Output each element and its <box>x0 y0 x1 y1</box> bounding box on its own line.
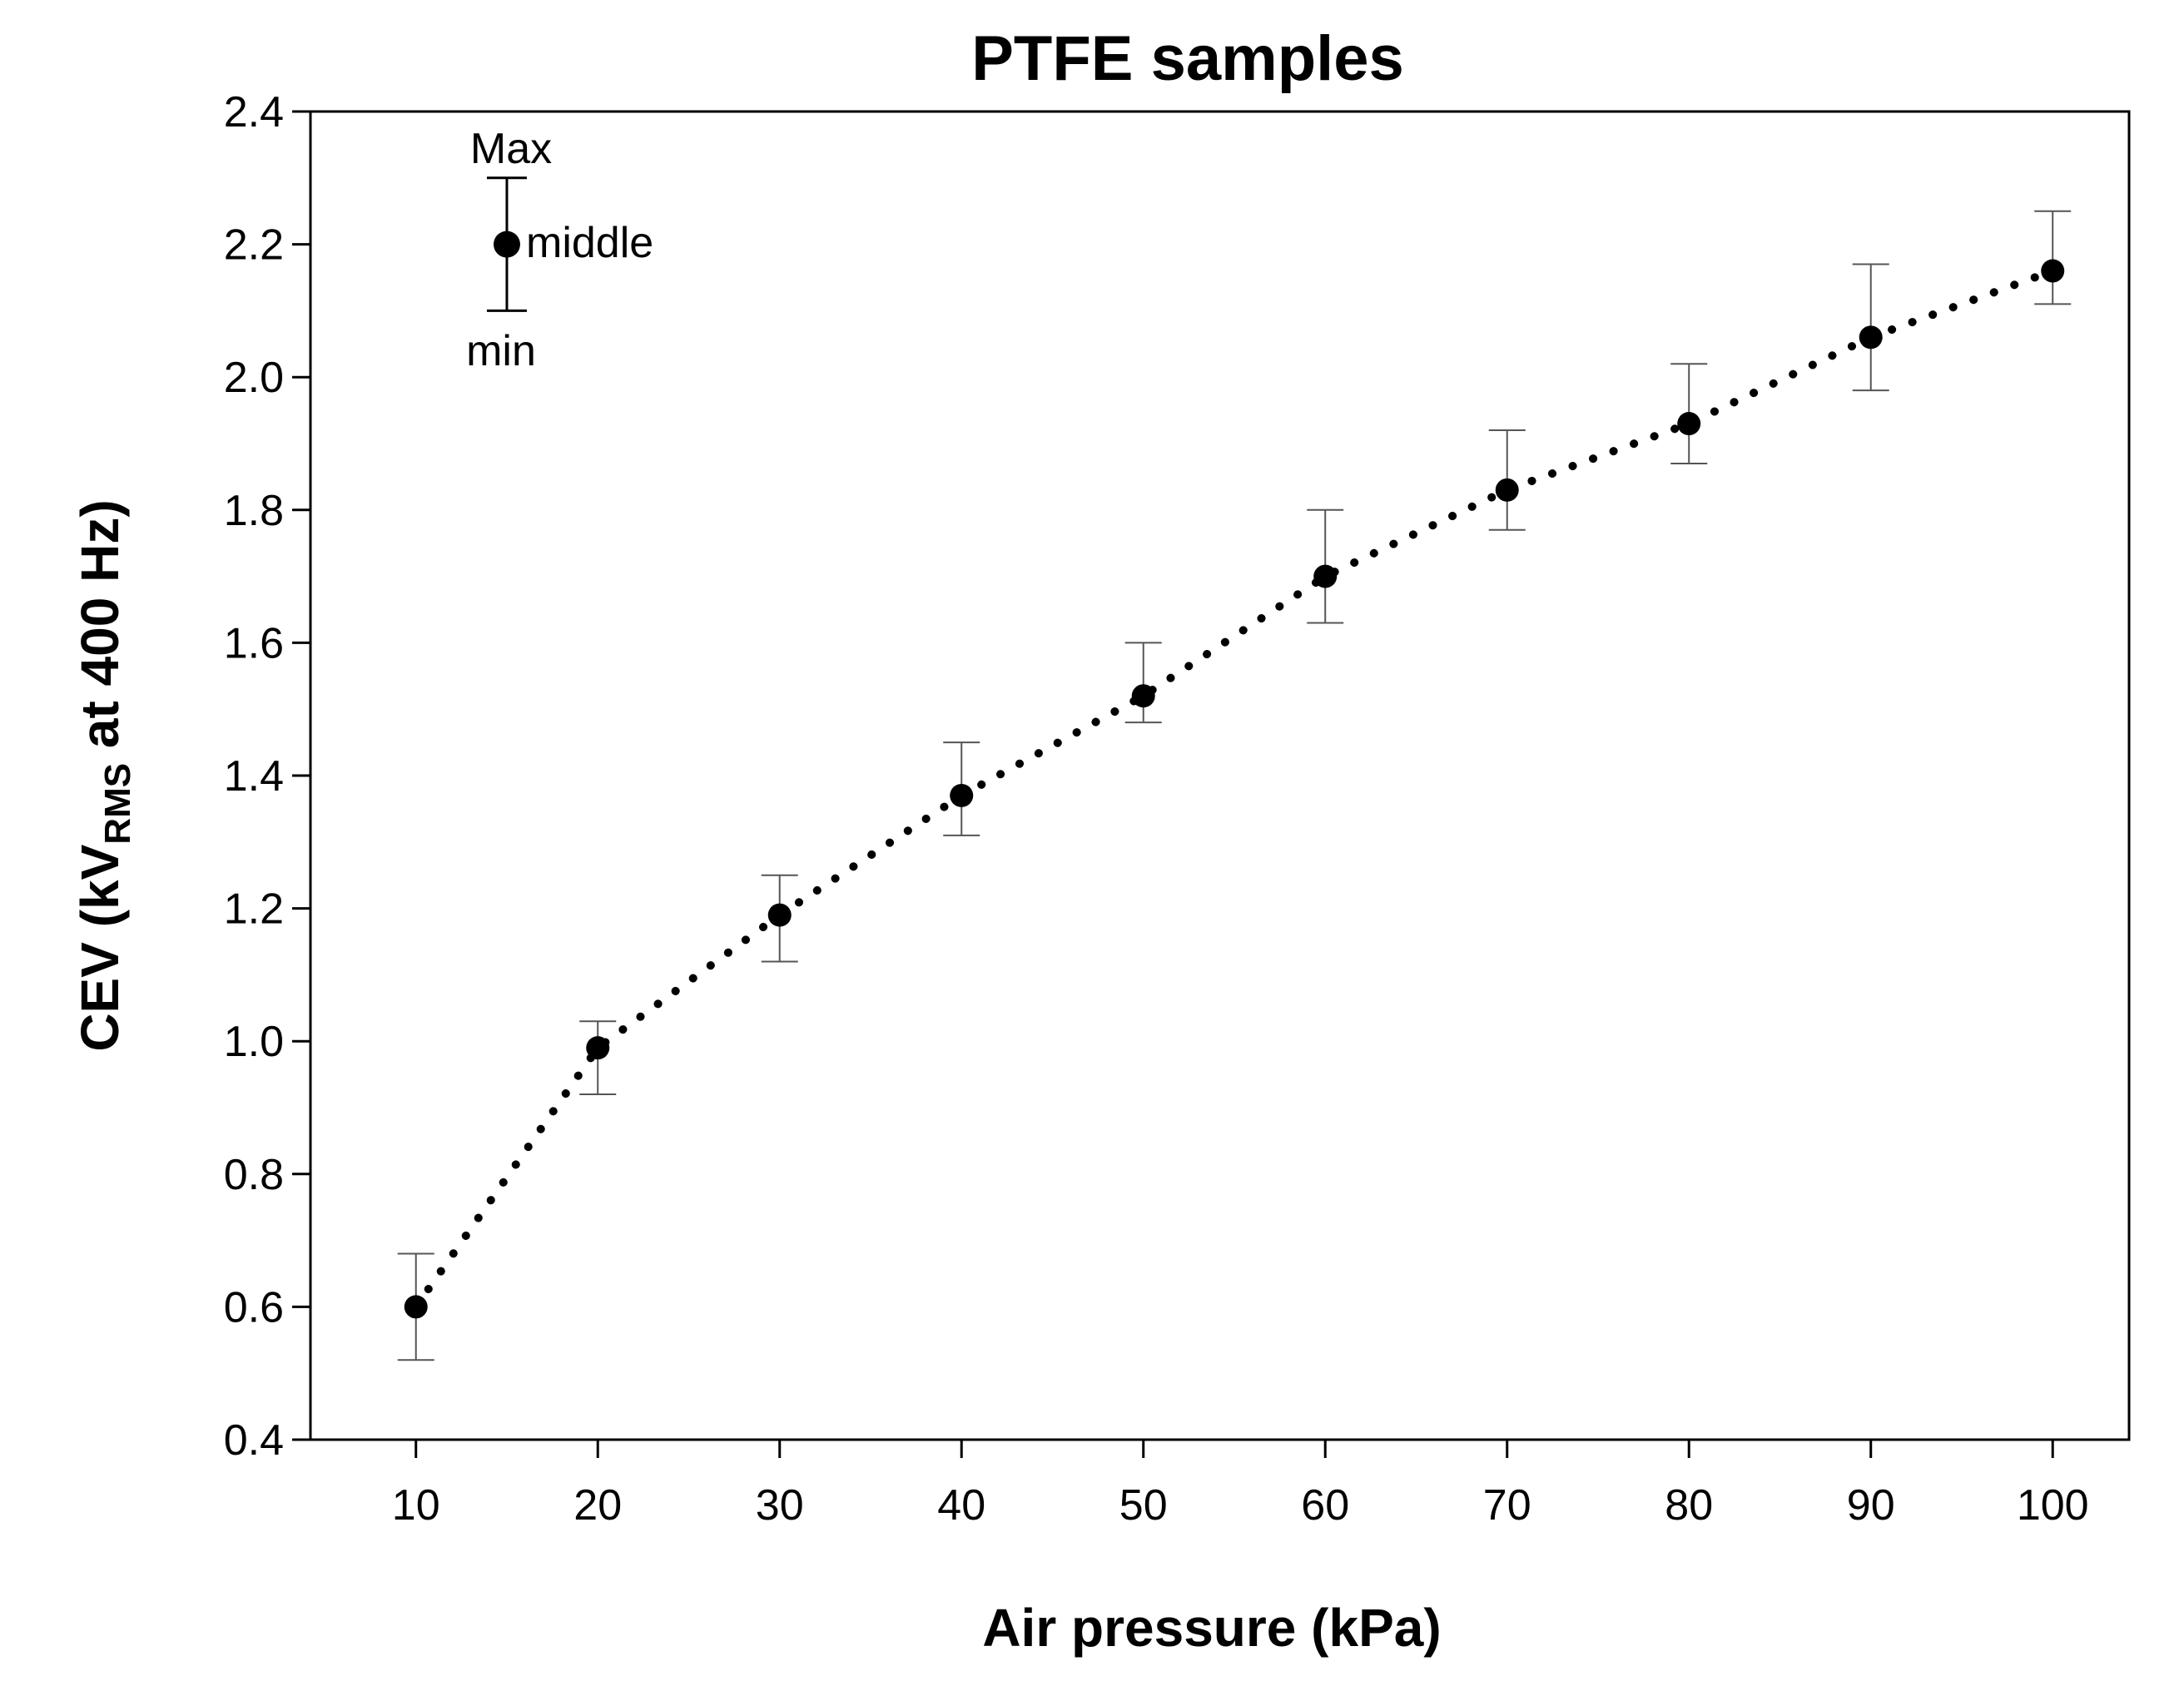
y-tick-label: 1.6 <box>224 619 284 667</box>
y-tick-label: 1.4 <box>224 752 284 801</box>
legend-marker <box>493 231 520 258</box>
plot-frame <box>309 110 2131 1441</box>
x-axis-ticks: 10 20 30 40 50 60 70 80 90 100 <box>392 1440 2089 1530</box>
y-axis-ticks: 0.4 0.6 0.8 1.0 1.2 1.4 1.6 1.8 2.0 2.2 2.4 <box>224 88 310 1465</box>
data-point <box>404 1295 428 1319</box>
x-tick-label: 50 <box>1119 1481 1168 1530</box>
y-tick-label: 0.4 <box>224 1416 284 1465</box>
x-tick-label: 90 <box>1847 1481 1895 1530</box>
y-tick-label: 2.2 <box>224 221 284 270</box>
data-point <box>1131 684 1155 708</box>
data-points <box>404 259 2065 1319</box>
legend-middle-label: middle <box>526 219 653 267</box>
y-axis-label-subscript: RMS <box>97 763 138 845</box>
y-axis-label-suffix: at 400 Hz) <box>70 499 130 763</box>
y-tick-label: 0.8 <box>224 1151 284 1199</box>
data-point <box>1313 564 1338 588</box>
chart-title: PTFE samples <box>971 23 1404 94</box>
data-point <box>1495 478 1519 502</box>
x-tick-label: 30 <box>756 1481 804 1530</box>
data-point <box>1859 325 1883 350</box>
x-tick-label: 10 <box>392 1481 440 1530</box>
trend-dotted-line <box>411 266 2057 1312</box>
legend: Max middle min <box>466 125 653 375</box>
trend-line <box>411 266 2057 1312</box>
data-point <box>2041 259 2065 283</box>
legend-max-label: Max <box>470 125 552 173</box>
y-tick-label: 2.4 <box>224 88 284 136</box>
data-point <box>586 1036 610 1060</box>
error-bars <box>397 210 2072 1361</box>
x-tick-label: 70 <box>1483 1481 1531 1530</box>
x-tick-label: 80 <box>1665 1481 1713 1530</box>
y-tick-label: 1.2 <box>224 885 284 934</box>
y-tick-label: 2.0 <box>224 354 284 402</box>
data-point <box>767 903 792 927</box>
x-tick-label: 20 <box>573 1481 622 1530</box>
x-tick-label: 60 <box>1301 1481 1349 1530</box>
data-point <box>950 783 974 807</box>
y-tick-label: 0.6 <box>224 1283 284 1331</box>
x-axis-label: Air pressure (kPa) <box>982 1598 1441 1658</box>
data-point <box>1677 412 1701 436</box>
y-tick-label: 1.8 <box>224 487 284 535</box>
x-tick-label: 40 <box>937 1481 985 1530</box>
x-tick-label: 100 <box>2017 1481 2089 1530</box>
legend-min-label: min <box>466 327 536 375</box>
y-axis-label-prefix: CEV (kV <box>70 844 130 1051</box>
y-tick-label: 1.0 <box>224 1018 284 1066</box>
y-axis-label: CEV (kVRMS at 400 Hz) <box>70 499 138 1051</box>
